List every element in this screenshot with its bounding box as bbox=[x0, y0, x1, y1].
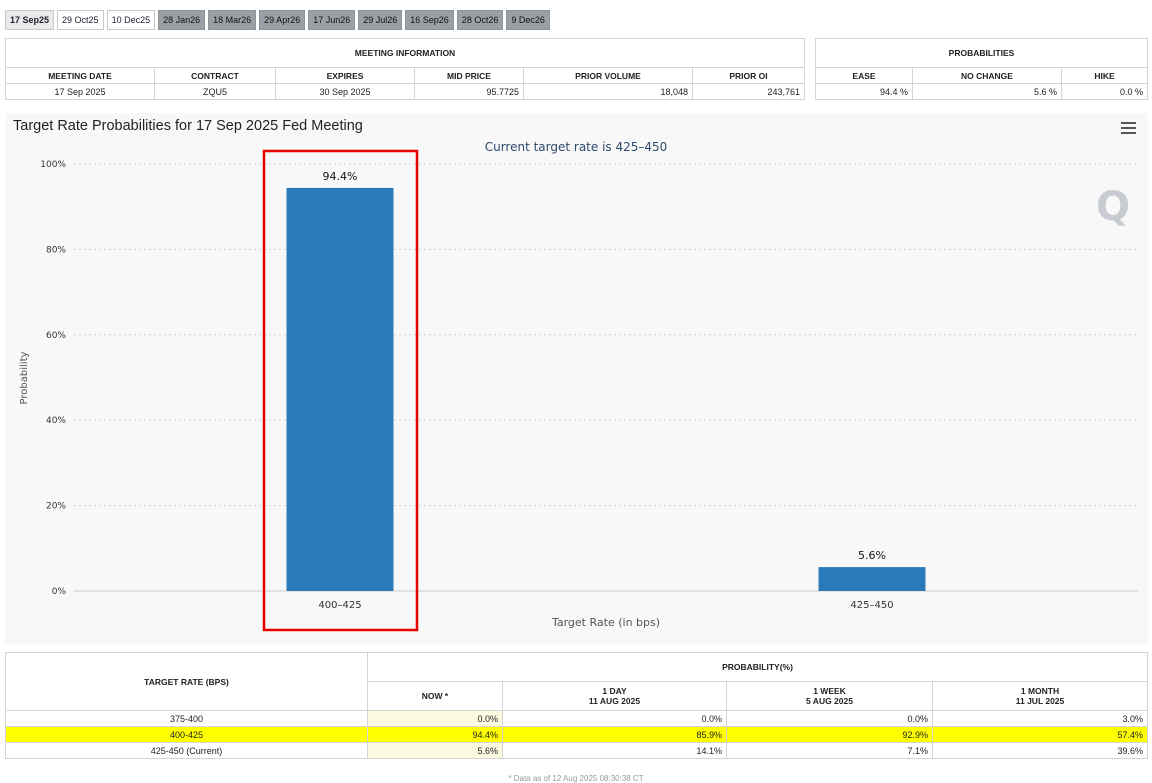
contract-cell: ZQU5 bbox=[154, 83, 276, 100]
meeting-date-cell: 17 Sep 2025 bbox=[5, 83, 155, 100]
day-cell: 0.0% bbox=[502, 710, 727, 727]
col-1-month-label: 1 MONTH bbox=[1020, 686, 1060, 696]
col-1-day-date: 11 AUG 2025 bbox=[588, 696, 641, 706]
tab-meeting-1[interactable]: 29 Oct25 bbox=[57, 10, 104, 30]
y-tick-label: 60% bbox=[46, 331, 66, 341]
table-row: 400-425 94.4% 85.9% 92.9% 57.4% bbox=[5, 726, 1148, 743]
probability-history-table: TARGET RATE (BPS) PROBABILITY(%) NOW * 1… bbox=[5, 652, 1148, 759]
tab-meeting-6[interactable]: 17 Jun26 bbox=[308, 10, 356, 30]
chart-subtitle: Current target rate is 425–450 bbox=[485, 140, 668, 154]
col-hike: HIKE bbox=[1061, 67, 1148, 84]
y-axis-label: Probability bbox=[19, 351, 30, 404]
bar-0 bbox=[286, 187, 394, 592]
chart-container: Target Rate Probabilities for 17 Sep 202… bbox=[5, 113, 1148, 644]
footnote: * Data as of 12 Aug 2025 08:30:38 CT bbox=[508, 774, 644, 783]
col-1-month-date: 11 JUL 2025 bbox=[1015, 696, 1065, 706]
col-1-day-label: 1 DAY bbox=[602, 686, 627, 696]
mid-price-cell: 95.7725 bbox=[414, 83, 524, 100]
meeting-information-header: MEETING INFORMATION bbox=[5, 38, 805, 68]
expires-cell: 30 Sep 2025 bbox=[275, 83, 415, 100]
y-tick-label: 0% bbox=[52, 587, 67, 597]
tab-meeting-2[interactable]: 10 Dec25 bbox=[106, 10, 156, 30]
col-1-week-date: 5 AUG 2025 bbox=[806, 696, 853, 706]
y-tick-label: 20% bbox=[46, 502, 66, 512]
rate-cell: 425-450 (Current) bbox=[5, 742, 368, 759]
ease-cell: 94.4 % bbox=[815, 83, 913, 100]
col-meeting-date: MEETING DATE bbox=[5, 67, 155, 84]
col-probability: PROBABILITY(%) bbox=[367, 652, 1148, 682]
logo-watermark-icon: Q bbox=[1096, 184, 1130, 230]
col-prior-volume: PRIOR VOLUME bbox=[523, 67, 693, 84]
bar-1 bbox=[818, 567, 926, 591]
col-now: NOW * bbox=[367, 681, 503, 711]
rate-cell: 400-425 bbox=[5, 726, 368, 743]
table-row: 17 Sep 2025 ZQU5 30 Sep 2025 95.7725 18,… bbox=[5, 83, 805, 100]
x-tick-label: 425–450 bbox=[850, 600, 893, 611]
col-prior-oi: PRIOR OI bbox=[692, 67, 805, 84]
now-cell: 94.4% bbox=[367, 726, 503, 743]
week-cell: 0.0% bbox=[726, 710, 933, 727]
bar-value-label: 5.6% bbox=[858, 549, 886, 562]
table-row: 375-400 0.0% 0.0% 0.0% 3.0% bbox=[5, 710, 1148, 727]
chart-title: Target Rate Probabilities for 17 Sep 202… bbox=[13, 118, 363, 134]
col-1-day: 1 DAY 11 AUG 2025 bbox=[502, 681, 727, 711]
highlight-box bbox=[262, 149, 419, 632]
col-now-label: NOW * bbox=[421, 691, 449, 701]
tab-meeting-10[interactable]: 9 Dec26 bbox=[506, 10, 550, 30]
col-expires: EXPIRES bbox=[275, 67, 415, 84]
x-axis-label: Target Rate (in bps) bbox=[551, 616, 660, 629]
col-mid-price: MID PRICE bbox=[414, 67, 524, 84]
col-ease: EASE bbox=[815, 67, 913, 84]
day-cell: 14.1% bbox=[502, 742, 727, 759]
week-cell: 92.9% bbox=[726, 726, 933, 743]
bar-value-label: 94.4% bbox=[323, 170, 358, 183]
col-1-month: 1 MONTH 11 JUL 2025 bbox=[932, 681, 1148, 711]
target-rate-chart: Current target rate is 425–450 Q 0% 20% 40% 6… bbox=[19, 140, 1138, 632]
tab-meeting-3[interactable]: 28 Jan26 bbox=[158, 10, 206, 30]
month-cell: 39.6% bbox=[932, 742, 1148, 759]
now-cell: 0.0% bbox=[367, 710, 503, 727]
rate-cell: 375-400 bbox=[5, 710, 368, 727]
hike-cell: 0.0 % bbox=[1061, 83, 1148, 100]
meeting-tabs: 17 Sep25 29 Oct25 10 Dec25 28 Jan26 18 Mar26… bbox=[5, 10, 550, 30]
col-no-change: NO CHANGE bbox=[912, 67, 1062, 84]
month-cell: 57.4% bbox=[932, 726, 1148, 743]
col-target-rate: TARGET RATE (BPS) bbox=[5, 652, 368, 711]
x-tick-label: 400–425 bbox=[318, 600, 361, 611]
no-change-cell: 5.6 % bbox=[912, 83, 1062, 100]
y-tick-label: 40% bbox=[46, 416, 66, 426]
day-cell: 85.9% bbox=[502, 726, 727, 743]
tab-meeting-9[interactable]: 28 Oct26 bbox=[456, 10, 504, 30]
month-cell: 3.0% bbox=[932, 710, 1148, 727]
tab-meeting-7[interactable]: 29 Jul26 bbox=[358, 10, 403, 30]
now-cell: 5.6% bbox=[367, 742, 503, 759]
week-cell: 7.1% bbox=[726, 742, 933, 759]
prior-oi-cell: 243,761 bbox=[692, 83, 805, 100]
tab-meeting-8[interactable]: 16 Sep26 bbox=[405, 10, 454, 30]
y-tick-label: 100% bbox=[40, 160, 66, 170]
col-1-week-label: 1 WEEK bbox=[813, 686, 846, 696]
tab-meeting-0[interactable]: 17 Sep25 bbox=[5, 10, 55, 30]
tab-meeting-4[interactable]: 18 Mar26 bbox=[208, 10, 257, 30]
chart-menu-icon[interactable] bbox=[1121, 122, 1136, 134]
meeting-information-table: MEETING INFORMATION MEETING DATE CONTRAC… bbox=[5, 38, 805, 100]
col-1-week: 1 WEEK 5 AUG 2025 bbox=[726, 681, 933, 711]
prior-volume-cell: 18,048 bbox=[523, 83, 693, 100]
col-contract: CONTRACT bbox=[154, 67, 276, 84]
probabilities-header: PROBABILITIES bbox=[815, 38, 1148, 68]
table-row: 94.4 % 5.6 % 0.0 % bbox=[815, 83, 1148, 100]
tab-meeting-5[interactable]: 29 Apr26 bbox=[259, 10, 306, 30]
table-row: 425-450 (Current) 5.6% 14.1% 7.1% 39.6% bbox=[5, 742, 1148, 759]
probabilities-table: PROBABILITIES EASE NO CHANGE HIKE 94.4 %… bbox=[815, 38, 1148, 100]
y-tick-label: 80% bbox=[46, 245, 66, 255]
